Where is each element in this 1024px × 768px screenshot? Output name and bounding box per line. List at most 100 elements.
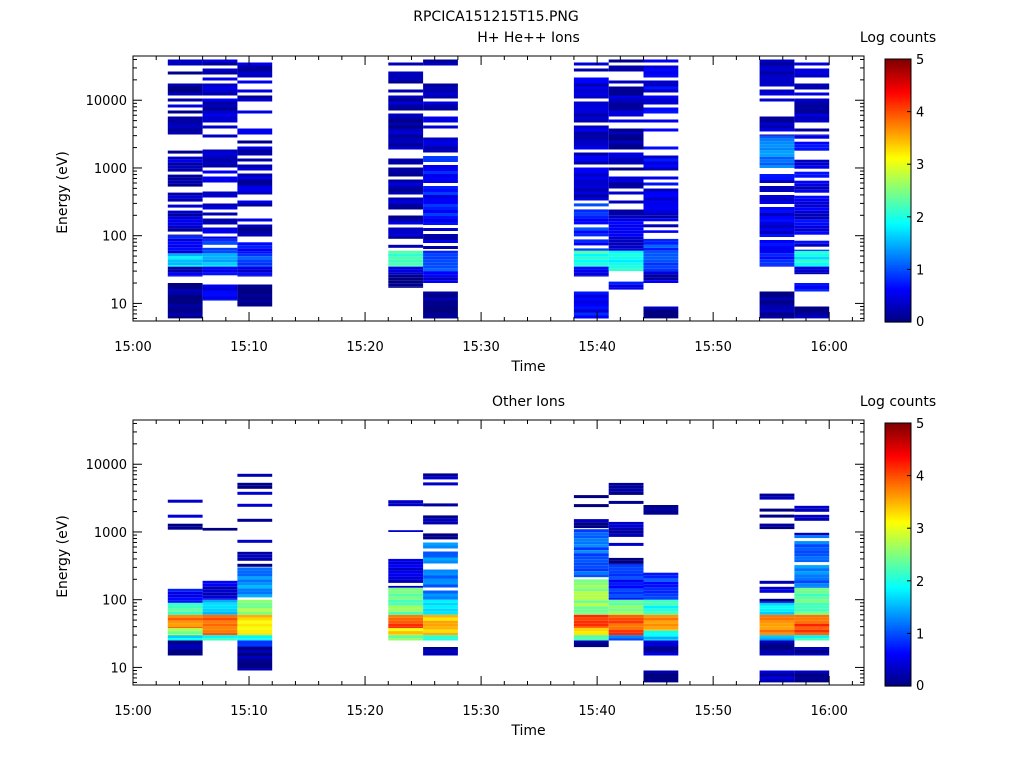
heatmap-cell	[388, 244, 424, 248]
heatmap-cell	[167, 174, 203, 178]
heatmap-cell	[573, 86, 609, 90]
colorbar-segment	[885, 219, 911, 222]
heatmap-cell	[794, 312, 830, 316]
heatmap-cell	[643, 262, 679, 266]
heatmap-cell	[237, 182, 273, 186]
heatmap-cell	[388, 221, 424, 225]
colorbar-segment	[885, 159, 911, 163]
heatmap-cell	[643, 101, 679, 105]
heatmap-cell	[573, 167, 609, 171]
heatmap-cell	[643, 639, 679, 641]
colorbar-tick-label: 0	[916, 679, 924, 694]
heatmap-cell	[167, 635, 203, 639]
heatmap-cell	[573, 574, 609, 578]
colorbar-segment	[885, 221, 911, 224]
colorbar-segment	[885, 182, 911, 185]
heatmap-cell	[794, 104, 830, 108]
heatmap-cell	[423, 198, 458, 201]
heatmap-cell	[573, 519, 609, 523]
colorbar-segment	[885, 651, 911, 654]
heatmap-cell	[237, 272, 273, 276]
heatmap-cell	[608, 230, 644, 234]
heatmap-cell	[423, 107, 458, 111]
colorbar-segment	[885, 593, 911, 597]
heatmap-cell	[423, 268, 458, 272]
colorbar-label: Log counts	[860, 30, 936, 46]
heatmap-cell	[202, 623, 238, 627]
heatmap-cell	[759, 119, 795, 123]
heatmap-cell	[423, 575, 458, 579]
heatmap-cell	[759, 526, 795, 530]
heatmap-cell	[759, 174, 795, 177]
heatmap-cell	[237, 95, 273, 99]
colorbar-segment	[885, 511, 911, 514]
heatmap-cell	[388, 197, 424, 201]
colorbar-tick-label: 1	[916, 627, 924, 642]
heatmap-cell	[388, 218, 424, 222]
heatmap-cell	[202, 62, 238, 66]
heatmap-cell	[759, 186, 795, 189]
heatmap-cell	[423, 156, 458, 159]
heatmap-cell	[573, 565, 609, 569]
heatmap-cell	[237, 646, 273, 648]
heatmap-cell	[794, 565, 830, 569]
heatmap-cell	[388, 576, 424, 580]
colorbar-segment	[885, 630, 911, 634]
heatmap-cell	[423, 521, 458, 525]
colorbar-segment	[885, 303, 911, 307]
heatmap-cell	[759, 679, 795, 683]
colorbar-segment	[885, 646, 911, 650]
heatmap-cell	[608, 253, 644, 257]
heatmap-cell	[643, 679, 679, 683]
colorbar-segment	[885, 554, 911, 558]
heatmap-cell	[573, 588, 609, 592]
colorbar-segment	[885, 499, 911, 502]
heatmap-cell	[643, 599, 679, 603]
heatmap-cell	[237, 253, 273, 257]
heatmap-cell	[423, 201, 458, 204]
heatmap-cell	[202, 598, 238, 600]
heatmap-cell	[759, 617, 795, 621]
colorbar-segment	[885, 540, 911, 543]
heatmap-cell	[608, 68, 644, 72]
heatmap-cell	[608, 284, 644, 288]
heatmap-cell	[167, 499, 203, 503]
heatmap-cell	[202, 595, 238, 599]
colorbar-segment	[885, 550, 911, 554]
colorbar-segment	[885, 488, 911, 492]
heatmap-cell	[167, 228, 203, 232]
heatmap-cell	[237, 65, 273, 69]
heatmap-cell	[388, 200, 424, 204]
heatmap-cell	[794, 647, 830, 650]
heatmap-cell	[643, 309, 679, 313]
heatmap-cell	[759, 605, 795, 609]
heatmap-cell	[573, 104, 609, 108]
heatmap-cells	[167, 473, 830, 683]
colorbar-segment	[885, 603, 911, 607]
heatmap-cell	[202, 170, 238, 174]
heatmap-cell	[608, 128, 644, 132]
heatmap-cell	[643, 614, 679, 618]
heatmap-cell	[608, 92, 644, 96]
heatmap-cell	[573, 188, 609, 192]
heatmap-cell	[573, 83, 609, 87]
heatmap-cell	[237, 647, 273, 650]
heatmap-cell	[608, 599, 644, 603]
heatmap-cell	[608, 191, 644, 195]
heatmap-cell	[794, 256, 830, 260]
colorbar-segment	[885, 89, 911, 93]
heatmap-cell	[167, 104, 203, 108]
heatmap-cell	[794, 128, 830, 132]
heatmap-cell	[573, 643, 609, 647]
heatmap-cell	[608, 86, 644, 90]
heatmap-cell	[237, 557, 273, 561]
heatmap-cell	[202, 638, 238, 641]
heatmap-cell	[759, 65, 795, 69]
heatmap-cell	[423, 210, 458, 213]
x-axis: 15:00 15:10 15:20 15:30 15:40 15:50 16:00	[114, 420, 853, 719]
colorbar-segment	[885, 640, 911, 644]
heatmap-cell	[759, 243, 795, 246]
heatmap-cell	[573, 253, 609, 257]
heatmap-cell	[388, 131, 424, 135]
time-bin	[643, 59, 679, 319]
